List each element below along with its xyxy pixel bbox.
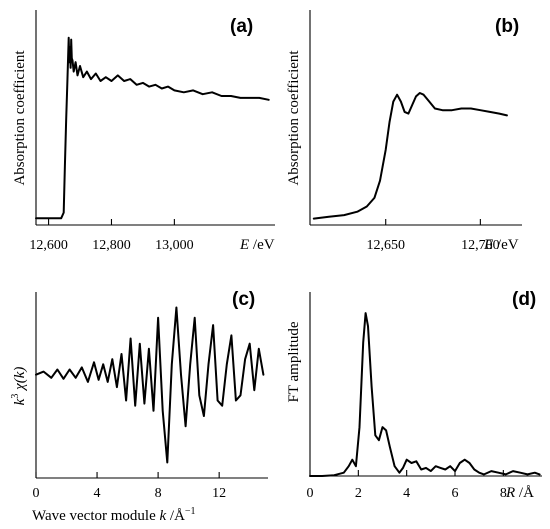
- panel-b-series-line: [312, 92, 508, 220]
- panel-b-xlabel-var: E: [483, 237, 493, 253]
- panel-d-letter: (d): [512, 289, 536, 310]
- panel-a-series-line: [35, 36, 270, 220]
- panel-c-letter: (c): [232, 289, 255, 310]
- panel-c-xlabel-prefix: Wave vector module: [32, 508, 160, 524]
- panel-d-xlabel-unit: /Å: [515, 485, 534, 501]
- panel-c-x-tick-label: 8: [155, 486, 162, 501]
- panel-c-xlabel: Wave vector module k /Å−1: [32, 506, 196, 524]
- panel-b-xlabel-unit: /eV: [493, 237, 519, 253]
- panel-c-x-ticks: 0 4 8 12: [33, 472, 226, 501]
- panel-a-ylabel: Absorption coefficient: [12, 50, 28, 186]
- panel-a: (a) Absorption coefficient 12,600 12,800 1…: [12, 10, 275, 253]
- panel-a-x-tick-label: 12,600: [29, 238, 68, 253]
- panel-c-ylabel: k3 χ(k): [10, 367, 28, 406]
- panel-a-x-tick-label: 13,000: [155, 238, 194, 253]
- panel-a-xlabel: E /eV: [239, 237, 275, 253]
- panel-d: (d) FT amplitude 0 2 4 6 8 R /Å: [286, 289, 542, 501]
- panel-b-xlabel: E /eV: [483, 237, 519, 253]
- panel-b-ylabel: Absorption coefficient: [286, 50, 302, 186]
- panel-c-ylabel-rest: χ(k): [12, 367, 28, 394]
- panel-d-x-tick-label: 4: [403, 486, 410, 501]
- panel-d-x-tick-label: 2: [355, 486, 362, 501]
- panel-d-xlabel-var: R: [505, 485, 515, 501]
- panel-b: (b) Absorption coefficient 12,650 12,700 …: [286, 10, 522, 253]
- panel-a-xlabel-var: E: [239, 237, 249, 253]
- panel-d-xlabel: R /Å: [505, 485, 534, 501]
- panel-b-letter: (b): [495, 16, 519, 37]
- panel-c-xlabel-var: k: [160, 508, 167, 524]
- panel-a-xlabel-unit: /eV: [249, 237, 275, 253]
- panel-b-x-ticks: 12,650 12,700: [366, 219, 500, 253]
- panel-a-x-ticks: 12,600 12,800 13,000: [29, 219, 194, 253]
- panel-c-x-tick-label: 12: [212, 486, 226, 501]
- panel-c-x-tick-label: 0: [33, 486, 40, 501]
- panel-a-x-tick-label: 12,800: [92, 238, 131, 253]
- panel-c-ylabel-k: k: [12, 398, 28, 405]
- panel-c-ylabel-sup: 3: [10, 394, 21, 399]
- panel-b-x-tick-label: 12,700: [461, 238, 500, 253]
- panel-d-x-tick-label: 6: [452, 486, 459, 501]
- panel-c-xlabel-unit: /Å: [166, 508, 185, 524]
- panel-c: (c) k3 χ(k) 0 4 8 12 Wave vector module k /…: [10, 289, 268, 524]
- panel-d-x-tick-label: 8: [500, 486, 507, 501]
- panel-c-series-line: [35, 306, 265, 464]
- panel-d-series-line: [309, 312, 541, 477]
- panel-c-xlabel-sup: −1: [185, 506, 196, 517]
- panel-d-ylabel: FT amplitude: [286, 321, 302, 402]
- panel-c-x-tick-label: 4: [94, 486, 101, 501]
- panel-b-x-tick-label: 12,650: [366, 238, 405, 253]
- panel-d-x-tick-label: 0: [307, 486, 314, 501]
- panel-a-letter: (a): [230, 16, 253, 37]
